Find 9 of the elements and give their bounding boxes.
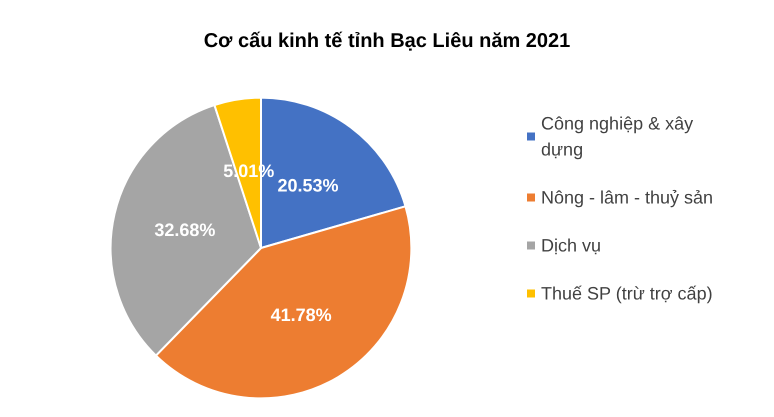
legend-label: Thuế SP (trừ trợ cấp) <box>541 284 713 304</box>
data-label: 20.53% <box>277 176 339 196</box>
data-label: 32.68% <box>154 220 216 240</box>
data-label: 5.01% <box>223 160 274 181</box>
data-label: 41.78% <box>270 305 332 326</box>
chart-title: Cơ cấu kinh tế tỉnh Bạc Liêu năm 2021 <box>204 30 570 52</box>
legend-label: Công nghiệp & xây dựng <box>541 114 698 160</box>
legend-label: Nông - lâm - thuỷ sản <box>541 188 714 208</box>
legend-label: Dịch vụ <box>541 236 602 256</box>
